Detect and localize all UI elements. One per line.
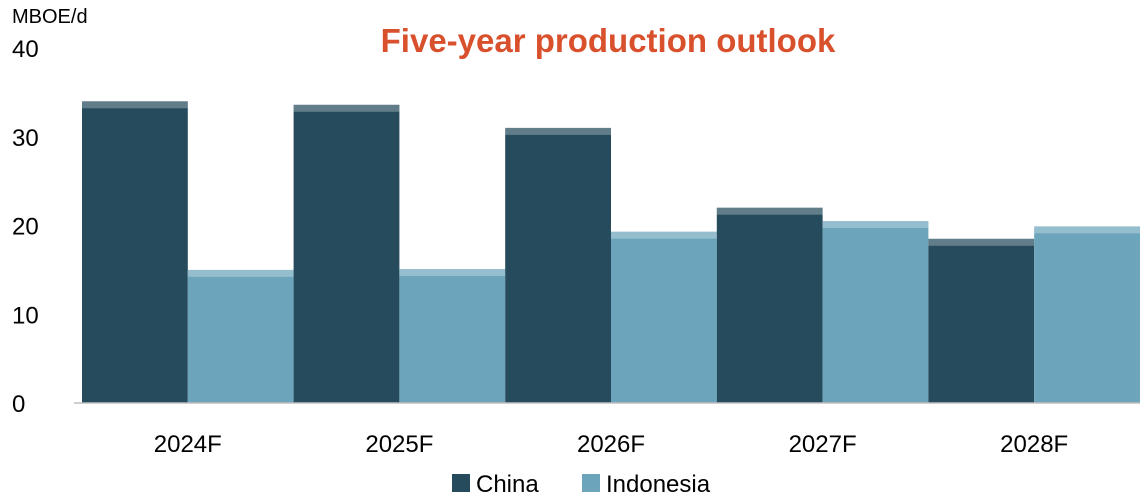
bar-top-highlight [187, 269, 294, 277]
x-tick-label-2027f: 2027F [789, 431, 857, 458]
bar-top-highlight [928, 238, 1035, 246]
legend-label-china: China [476, 471, 539, 498]
bar-top-highlight [399, 269, 506, 276]
bar-china-2028f [928, 238, 1035, 403]
bar-top-highlight [505, 127, 611, 135]
y-axis-unit-label: MBOE/d [12, 6, 88, 28]
bar-china-2025f [293, 104, 400, 404]
bar-indonesia-2027f [822, 221, 929, 403]
bars [82, 101, 1140, 404]
bar-indonesia-2028f [1034, 226, 1140, 403]
legend-swatch-china [452, 474, 470, 492]
bar-top-highlight [822, 221, 929, 229]
bar-china-2026f [505, 127, 611, 404]
bar-china-2024f [82, 101, 188, 404]
bar-top-highlight [293, 104, 400, 112]
bar-top-highlight [82, 101, 188, 109]
bar-top-highlight [1034, 226, 1140, 234]
legend: China Indonesia [452, 471, 711, 498]
bar-top-highlight [611, 231, 717, 239]
legend-swatch-indonesia [582, 474, 600, 492]
y-tick-label: 30 [12, 125, 39, 152]
y-axis-ticks: 0 10 20 30 40 [12, 36, 39, 418]
x-tick-label-2025f: 2025F [365, 431, 433, 458]
x-axis-ticks: 2024F 2025F 2026F 2027F 2028F [154, 431, 1068, 458]
x-tick-label-2028f: 2028F [1000, 431, 1068, 458]
bar-indonesia-2025f [399, 269, 506, 403]
bar-china-2027f [716, 207, 823, 403]
y-tick-label: 10 [12, 302, 39, 329]
bar-indonesia-2024f [187, 269, 294, 403]
bar-top-highlight [716, 207, 823, 215]
legend-label-indonesia: Indonesia [606, 471, 711, 498]
x-tick-label-2024f: 2024F [154, 431, 222, 458]
chart-title: Five-year production outlook [381, 22, 836, 59]
x-tick-label-2026f: 2026F [577, 431, 645, 458]
bar-indonesia-2026f [611, 231, 717, 403]
y-tick-label: 20 [12, 214, 39, 241]
y-tick-label: 0 [12, 391, 25, 418]
y-tick-label: 40 [12, 36, 39, 63]
